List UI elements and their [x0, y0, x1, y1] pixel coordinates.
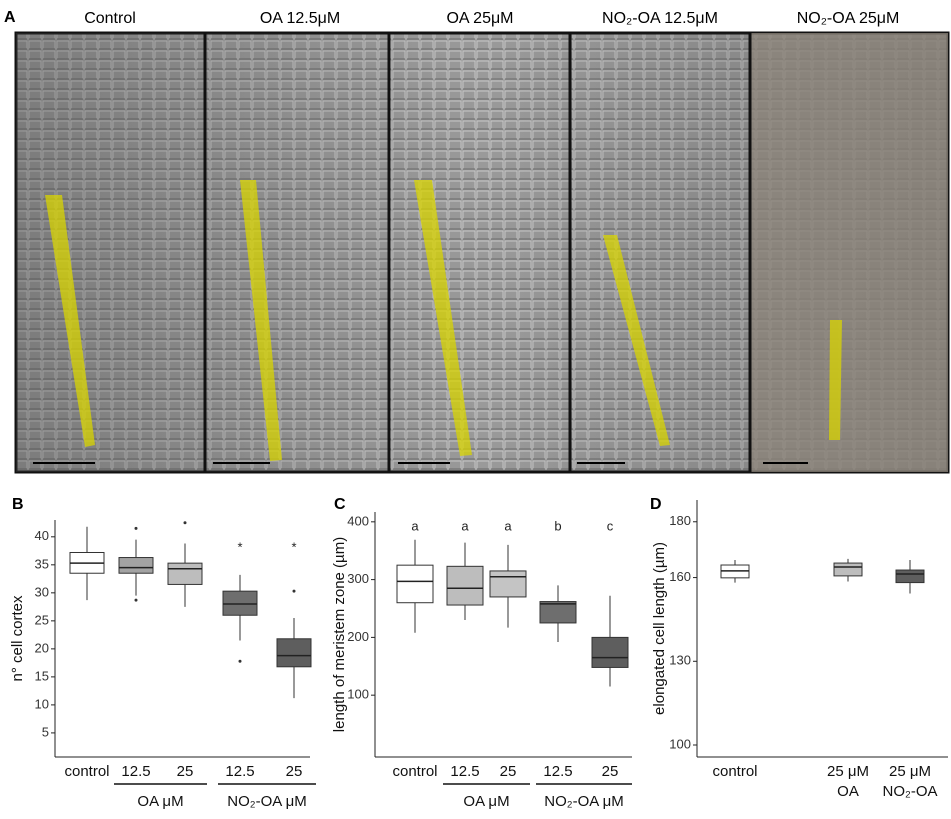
x-tick-label-line: 25	[286, 763, 303, 780]
y-tick-label: 100	[347, 687, 369, 702]
annotation: *	[291, 539, 296, 554]
y-tick-label: 180	[669, 513, 691, 528]
x-tick-label: 25 μM NO₂-OA	[883, 763, 938, 800]
y-tick-label: 160	[669, 569, 691, 584]
x-tick-label-line: control	[64, 763, 109, 780]
x-tick-label-line: OA	[837, 783, 859, 800]
y-tick-label: 400	[347, 513, 369, 528]
box	[222, 590, 258, 616]
y-tick-label: 200	[347, 629, 369, 644]
x-tick-label: 25 μM OA	[827, 763, 869, 800]
x-tick-label-line: 12.5	[225, 763, 254, 780]
y-tick-label: 15	[35, 668, 49, 683]
panel-label: B	[12, 496, 24, 513]
micrograph-5	[750, 33, 948, 472]
box	[895, 569, 925, 584]
micrograph-title: OA 12.5μM	[260, 10, 340, 27]
group-label: NO₂-OA μM	[227, 793, 306, 810]
annotation: a	[411, 518, 419, 533]
y-tick-label: 10	[35, 696, 49, 711]
micrographs	[14, 31, 950, 474]
x-tick-label-line: control	[392, 763, 437, 780]
annotation: c	[607, 518, 614, 533]
group-label: NO₂-OA μM	[544, 793, 623, 810]
outlier	[238, 659, 242, 663]
x-tick-label: 12.5	[225, 763, 254, 780]
x-tick-label: 25	[177, 763, 194, 780]
box	[489, 570, 527, 598]
group-label: OA μM	[463, 793, 509, 810]
cortex-highlight	[829, 320, 842, 440]
x-tick-label-line: 25	[500, 763, 517, 780]
micrograph-title: OA 25μM	[446, 10, 513, 27]
x-tick-label: control	[64, 763, 109, 780]
annotation: a	[504, 518, 512, 533]
micrograph-title: NO₂-OA 25μM	[797, 10, 900, 27]
box	[591, 636, 629, 668]
x-tick-label: 12.5	[543, 763, 572, 780]
box	[276, 638, 312, 668]
cortex-highlight	[45, 195, 95, 447]
cortex-highlight	[414, 180, 472, 456]
y-tick-label: 20	[35, 640, 49, 655]
panel-label: A	[4, 9, 16, 26]
x-tick-label: 25	[602, 763, 619, 780]
x-tick-label-line: control	[712, 763, 757, 780]
y-axis-label: n° cell cortex	[9, 595, 26, 682]
y-tick-label: 35	[35, 556, 49, 571]
x-tick-label-line: 12.5	[450, 763, 479, 780]
annotation: a	[461, 518, 469, 533]
x-tick-label-line: 25 μM	[827, 763, 869, 780]
y-axis-label: length of meristem zone (µm)	[331, 537, 348, 732]
annotation: b	[554, 518, 561, 533]
x-tick-label-line: 25 μM	[889, 763, 931, 780]
box	[396, 564, 434, 604]
x-tick-label-line: 25	[602, 763, 619, 780]
outlier	[292, 589, 296, 593]
micrograph-title: Control	[84, 10, 136, 27]
y-tick-label: 5	[42, 724, 49, 739]
x-tick-label: control	[712, 763, 757, 780]
x-tick-label: control	[392, 763, 437, 780]
panel-label: C	[334, 496, 346, 513]
y-tick-label: 100	[669, 736, 691, 751]
x-tick-label: 25	[500, 763, 517, 780]
x-tick-label-line: NO₂-OA	[883, 783, 938, 800]
box	[833, 562, 863, 577]
x-tick-label: 12.5	[121, 763, 150, 780]
box	[446, 565, 484, 606]
x-tick-label: 12.5	[450, 763, 479, 780]
y-tick-label: 40	[35, 528, 49, 543]
panel-label: D	[650, 496, 662, 513]
outlier	[183, 521, 187, 525]
y-tick-label: 300	[347, 571, 369, 586]
outlier	[134, 598, 138, 602]
group-label: OA μM	[137, 793, 183, 810]
annotation: *	[237, 539, 242, 554]
cortex-highlight	[603, 235, 670, 446]
x-tick-label-line: 12.5	[121, 763, 150, 780]
y-axis-label: elongated cell length (µm)	[651, 542, 668, 715]
x-tick-label-line: 12.5	[543, 763, 572, 780]
box	[539, 601, 577, 624]
box	[118, 557, 154, 574]
box	[167, 562, 203, 585]
x-tick-label: 25	[286, 763, 303, 780]
y-tick-label: 25	[35, 612, 49, 627]
micrograph-title: NO₂-OA 12.5μM	[602, 10, 718, 27]
y-tick-label: 30	[35, 584, 49, 599]
y-tick-label: 130	[669, 653, 691, 668]
cortex-highlight	[240, 180, 282, 461]
outlier	[134, 526, 138, 530]
x-tick-label-line: 25	[177, 763, 194, 780]
